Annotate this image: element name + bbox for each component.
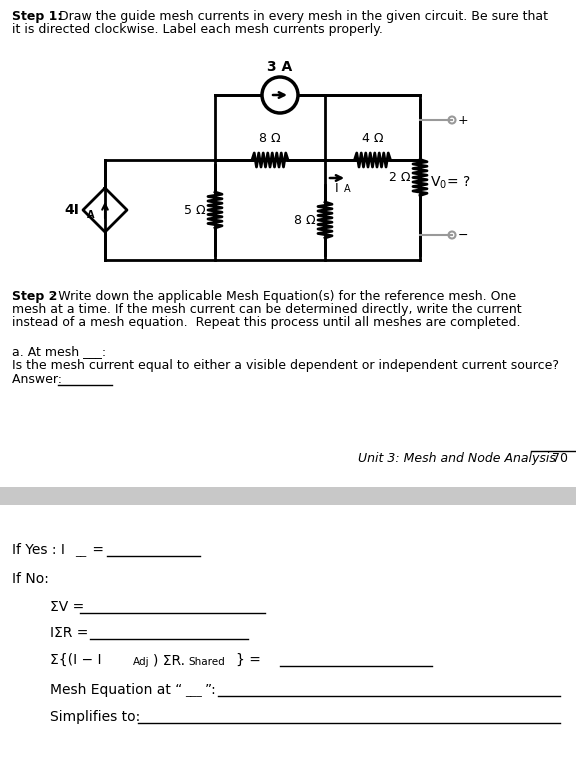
- Text: Mesh Equation at “: Mesh Equation at “: [50, 683, 182, 697]
- Circle shape: [262, 77, 298, 113]
- Text: it is directed clockwise. Label each mesh currents properly.: it is directed clockwise. Label each mes…: [12, 23, 383, 36]
- Text: Unit 3: Mesh and Node Analysis: Unit 3: Mesh and Node Analysis: [358, 452, 556, 465]
- Text: +: +: [458, 114, 469, 127]
- Text: =: =: [88, 543, 104, 557]
- Text: : Write down the applicable Mesh Equation(s) for the reference mesh. One: : Write down the applicable Mesh Equatio…: [50, 290, 516, 303]
- Text: IΣR =: IΣR =: [50, 626, 93, 640]
- Text: Σ{(I − I: Σ{(I − I: [50, 653, 101, 667]
- Text: 8 Ω: 8 Ω: [294, 214, 316, 226]
- Text: −: −: [458, 229, 468, 241]
- Text: ) ΣR.: ) ΣR.: [153, 653, 185, 667]
- Text: mesh at a time. If the mesh current can be determined directly, write the curren: mesh at a time. If the mesh current can …: [12, 303, 522, 316]
- Text: 4 Ω: 4 Ω: [362, 132, 383, 145]
- Text: If No:: If No:: [12, 572, 49, 586]
- Text: ___: ___: [185, 687, 202, 697]
- Text: 70: 70: [552, 452, 568, 465]
- Text: 8 Ω: 8 Ω: [259, 132, 281, 145]
- Text: V$_0$= ?: V$_0$= ?: [430, 175, 471, 191]
- Text: 2 Ω: 2 Ω: [389, 171, 411, 184]
- Text: Is the mesh current equal to either a visible dependent or independent current s: Is the mesh current equal to either a vi…: [12, 359, 559, 372]
- Text: Draw the guide mesh currents in every mesh in the given circuit. Be sure that: Draw the guide mesh currents in every me…: [55, 10, 548, 23]
- Text: } =: } =: [236, 653, 261, 667]
- Text: 4I: 4I: [64, 203, 79, 217]
- Text: If Yes : I: If Yes : I: [12, 543, 65, 557]
- Text: Simplifies to:: Simplifies to:: [50, 710, 140, 724]
- Text: __: __: [75, 547, 86, 557]
- Text: a. At mesh ___:: a. At mesh ___:: [12, 345, 106, 358]
- Text: 5 Ω: 5 Ω: [184, 204, 206, 217]
- Text: Step 1:: Step 1:: [12, 10, 62, 23]
- Bar: [0, 487, 576, 505]
- Text: A: A: [87, 210, 94, 220]
- Text: I: I: [335, 182, 339, 195]
- Text: ”:: ”:: [205, 683, 217, 697]
- Text: Answer:: Answer:: [12, 373, 66, 386]
- Text: 3 A: 3 A: [267, 60, 293, 74]
- Text: Adj: Adj: [133, 657, 150, 667]
- Text: A: A: [344, 184, 351, 194]
- Text: Shared: Shared: [188, 657, 225, 667]
- Text: ΣV =: ΣV =: [50, 600, 89, 614]
- Text: instead of a mesh equation.  Repeat this process until all meshes are completed.: instead of a mesh equation. Repeat this …: [12, 316, 521, 329]
- Text: Step 2: Step 2: [12, 290, 58, 303]
